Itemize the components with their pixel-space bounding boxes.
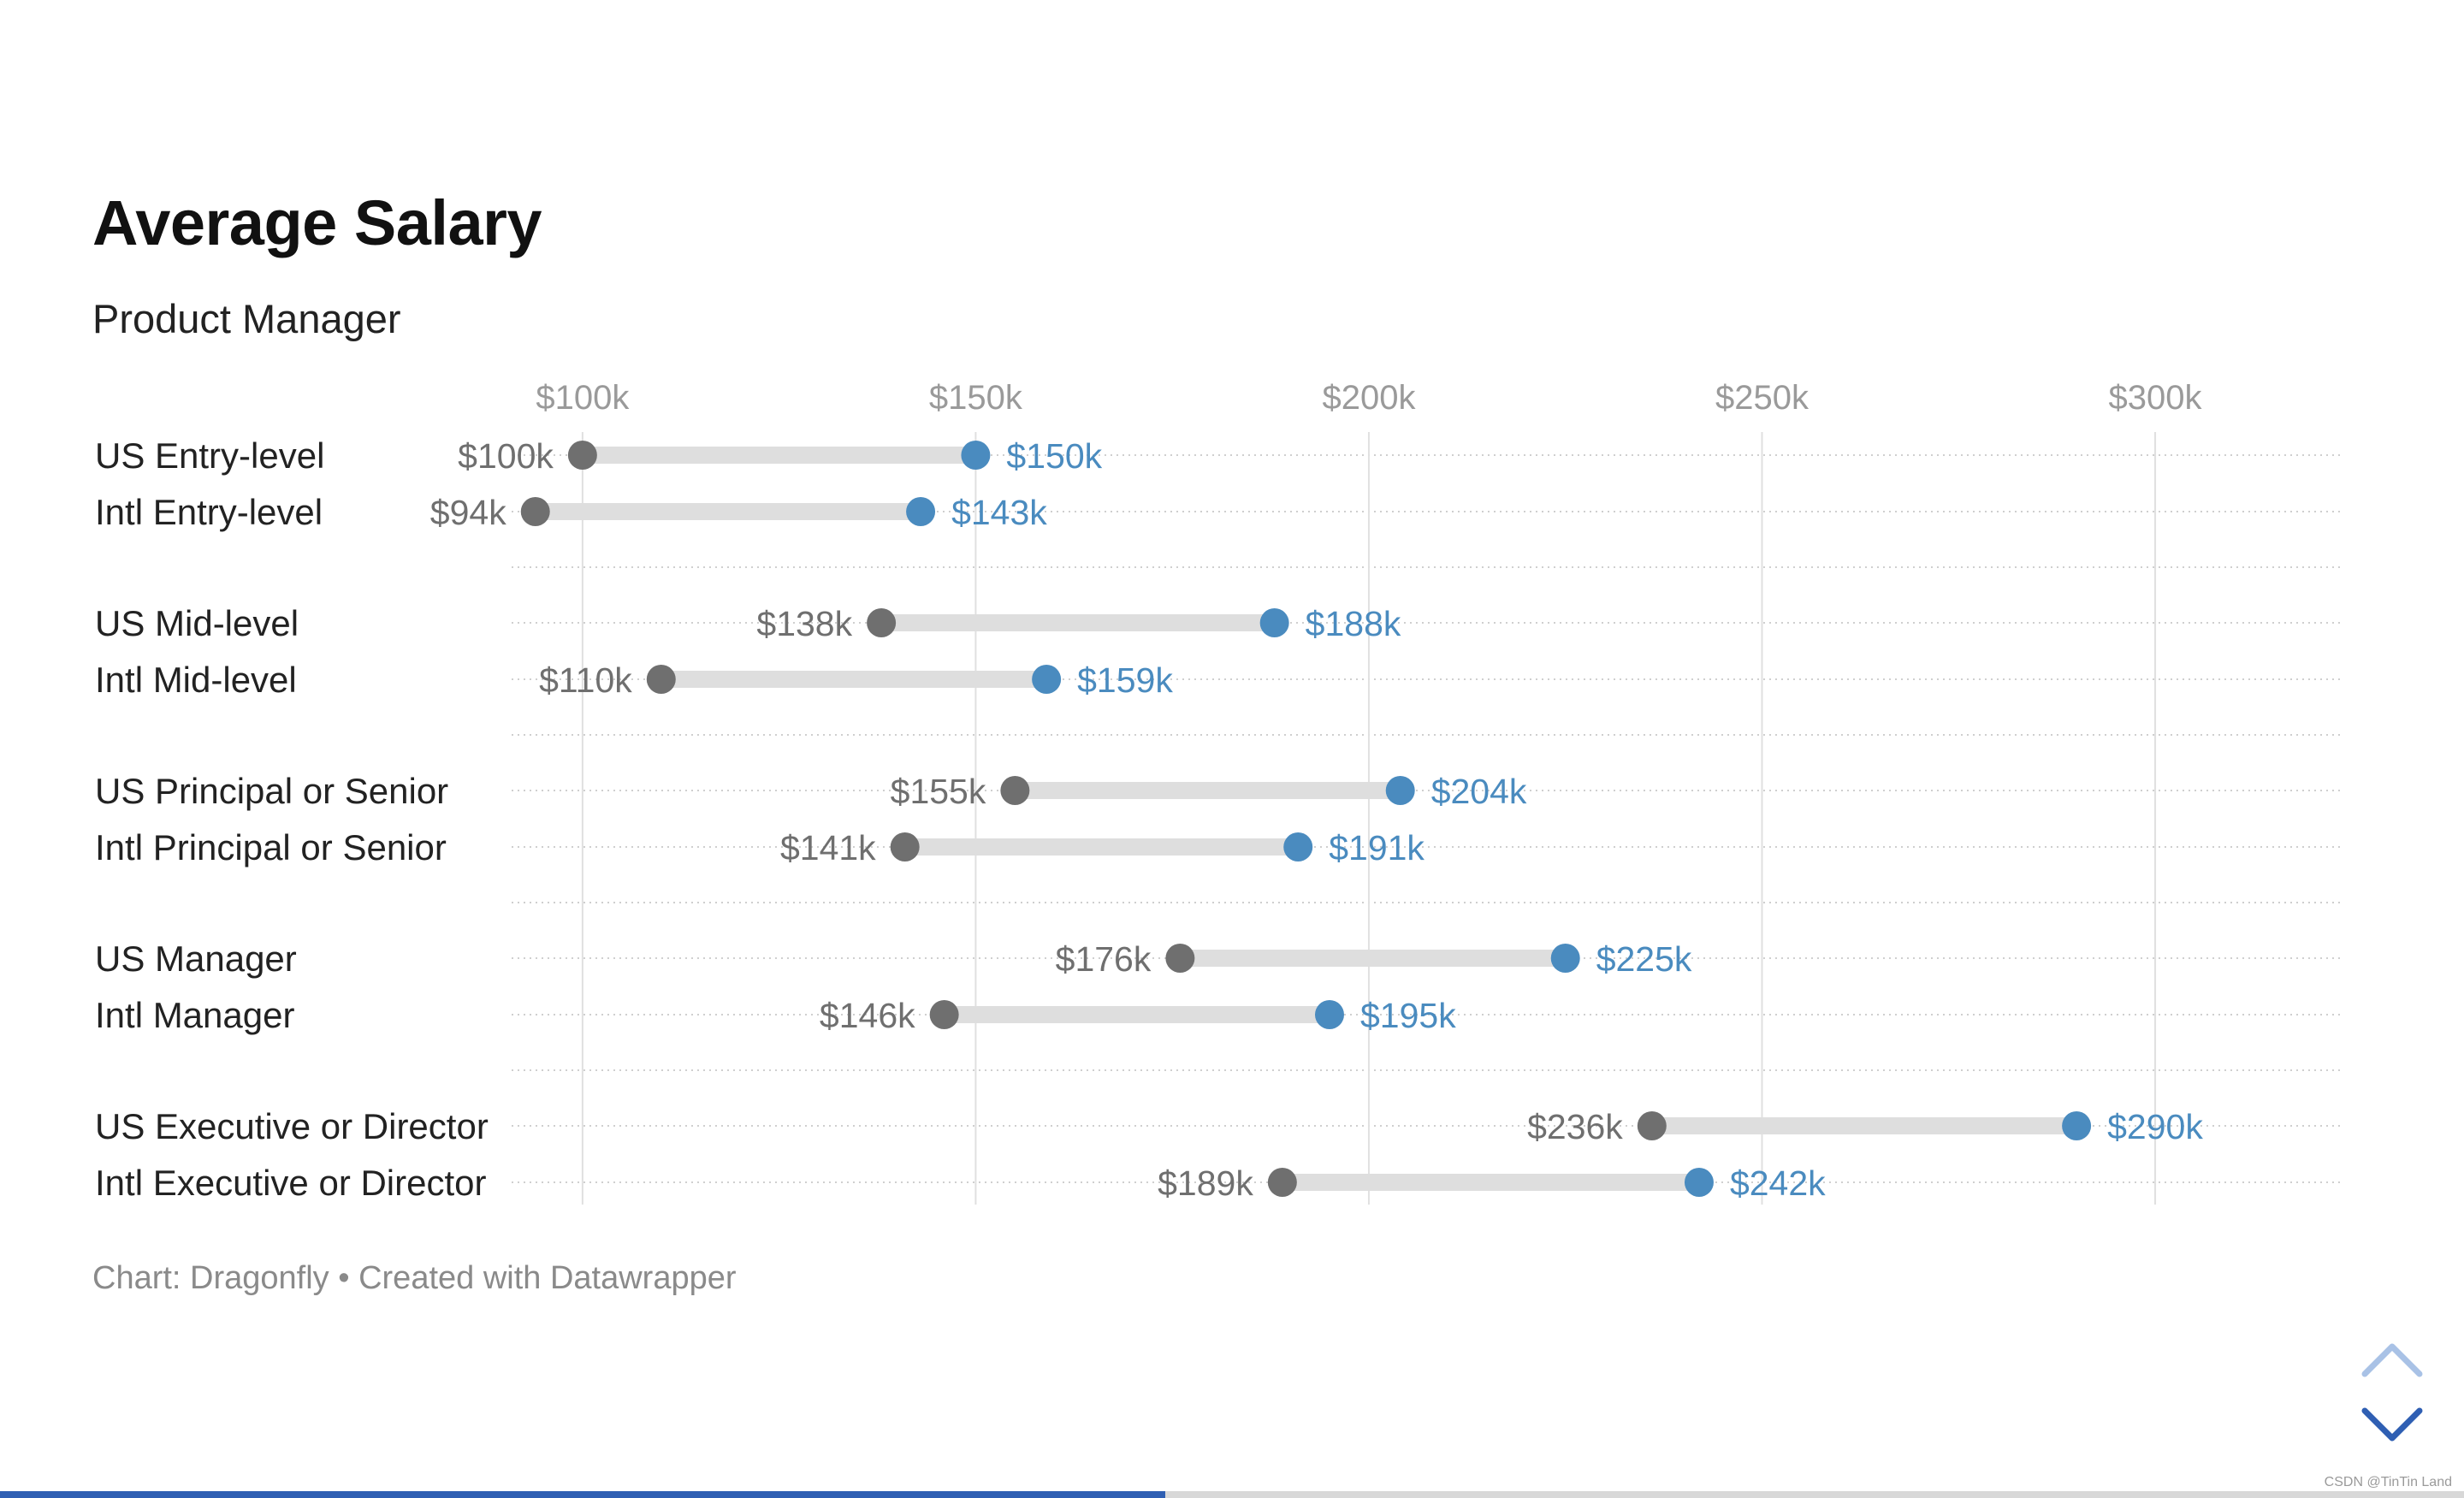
high-value-dot [1385, 776, 1415, 805]
row-label: Intl Manager [95, 995, 294, 1035]
high-value-label: $188k [1306, 604, 1401, 643]
low-value-dot [567, 441, 597, 470]
high-value-dot [1550, 944, 1580, 973]
low-value-dot [520, 497, 550, 526]
low-value-label: $236k [1527, 1107, 1623, 1146]
row-label: US Manager [95, 938, 297, 979]
chevron-up-icon [2361, 1343, 2423, 1377]
x-tick-label: $100k [536, 379, 630, 417]
high-value-label: $150k [1006, 436, 1102, 476]
low-value-label: $110k [539, 660, 632, 700]
low-value-label: $176k [1056, 939, 1152, 979]
high-value-dot [1032, 665, 1062, 694]
scroll-down-button[interactable] [2358, 1399, 2426, 1450]
high-value-dot [1684, 1168, 1714, 1197]
x-tick-label: $250k [1715, 379, 1810, 417]
chart-title: Average Salary [92, 187, 542, 258]
high-value-label: $225k [1596, 939, 1692, 979]
row-label: US Principal or Senior [95, 771, 448, 811]
chart-source-note: Chart: Dragonfly • Created with Datawrap… [92, 1260, 737, 1296]
x-tick-label: $200k [1322, 379, 1416, 417]
high-value-dot [961, 441, 991, 470]
low-value-dot [890, 832, 920, 861]
low-value-label: $141k [780, 828, 876, 867]
high-value-dot [1283, 832, 1313, 861]
x-tick-label: $150k [929, 379, 1023, 417]
scroll-up-button[interactable] [2358, 1336, 2426, 1388]
high-value-dot [2062, 1111, 2092, 1140]
high-value-label: $242k [1730, 1163, 1826, 1203]
chart-subtitle: Product Manager [92, 296, 401, 341]
low-value-dot [646, 665, 676, 694]
low-value-dot [1165, 944, 1195, 973]
row-label: Intl Entry-level [95, 492, 323, 532]
low-value-label: $146k [820, 996, 915, 1035]
slide-navigation [2358, 1336, 2426, 1456]
low-value-label: $100k [458, 436, 554, 476]
high-value-label: $159k [1077, 660, 1173, 700]
high-value-label: $191k [1329, 828, 1424, 867]
x-tick-label: $300k [2109, 379, 2203, 417]
low-value-dot [867, 608, 897, 637]
high-value-dot [906, 497, 936, 526]
high-value-label: $204k [1431, 772, 1527, 811]
row-label: Intl Principal or Senior [95, 827, 447, 867]
chevron-down-icon [2361, 1407, 2423, 1442]
high-value-label: $195k [1360, 996, 1456, 1035]
high-value-dot [1314, 1000, 1344, 1029]
low-value-dot [1267, 1168, 1297, 1197]
row-label: Intl Executive or Director [95, 1163, 487, 1203]
high-value-dot [1259, 608, 1289, 637]
low-value-dot [1637, 1111, 1667, 1140]
watermark: CSDN @TinTin Land [2324, 1475, 2452, 1489]
row-label: US Executive or Director [95, 1106, 489, 1146]
slide-progress-track [0, 1491, 2464, 1498]
low-value-label: $189k [1158, 1163, 1253, 1203]
row-label: US Mid-level [95, 603, 299, 643]
slide-progress-fill [0, 1491, 1166, 1498]
row-label: Intl Mid-level [95, 660, 297, 700]
low-value-dot [1000, 776, 1030, 805]
low-value-label: $94k [430, 493, 506, 532]
low-value-label: $155k [891, 772, 986, 811]
high-value-label: $143k [951, 493, 1047, 532]
low-value-dot [929, 1000, 959, 1029]
row-label: US Entry-level [95, 435, 324, 476]
high-value-label: $290k [2107, 1107, 2203, 1146]
low-value-label: $138k [756, 604, 852, 643]
